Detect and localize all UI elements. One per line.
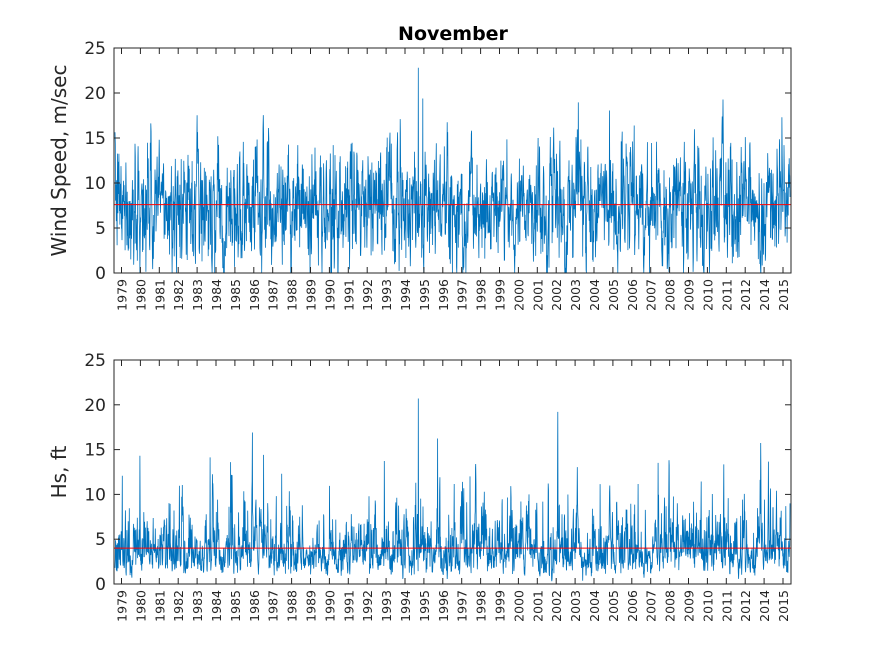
y-tick-label: 10 (84, 174, 106, 194)
x-tick-label: 1989 (304, 590, 319, 622)
wave-height-axes: 0 5 10 15 20 25 1979 1980 1981 1982 1983 1984 1985 19… (47, 351, 792, 622)
x-tick-label: 2009 (682, 279, 697, 311)
x-tick-label: 2002 (549, 590, 564, 622)
x-tick-label: 1994 (398, 590, 413, 622)
x-tick-label: 1989 (304, 279, 319, 311)
x-tick-label: 2014 (757, 279, 772, 311)
y-tick-label: 15 (84, 129, 106, 149)
x-tick-label: 1993 (379, 279, 394, 311)
x-tick-label: 2006 (625, 590, 640, 622)
x-tick-label: 1983 (190, 279, 205, 311)
y-tick-label: 5 (95, 530, 106, 550)
x-tick-label: 2014 (757, 590, 772, 622)
x-tick-label: 2004 (587, 590, 602, 622)
x-tick-label: 2000 (511, 590, 526, 622)
x-tick-label: 2005 (606, 590, 621, 622)
x-tick-label: 2011 (719, 279, 734, 311)
x-tick-label: 2003 (568, 279, 583, 311)
x-tick-label: 2003 (568, 590, 583, 622)
x-tick-label: 1986 (247, 590, 262, 622)
x-tick-label: 2010 (700, 590, 715, 622)
x-tick-label: 1995 (417, 590, 432, 622)
x-tick-label: 1981 (152, 279, 167, 311)
y-tick-label: 25 (84, 351, 106, 371)
y-tick-label: 0 (95, 575, 106, 595)
x-tick-label: 1984 (209, 279, 224, 311)
x-tick-label: 1996 (436, 590, 451, 622)
x-tick-label: 1980 (133, 279, 148, 311)
x-tick-label: 1987 (266, 279, 281, 311)
x-tick-label: 1992 (360, 590, 375, 622)
x-tick-label: 1984 (209, 590, 224, 622)
y-tick-label: 15 (84, 441, 106, 461)
x-tick-label: 2008 (663, 279, 678, 311)
x-tick-label: 1994 (398, 279, 413, 311)
x-tick-label: 2007 (644, 590, 659, 622)
chart-title: November (398, 23, 509, 45)
x-tick-label: 1992 (360, 279, 375, 311)
x-tick-label: 1980 (133, 590, 148, 622)
y-axis-label: Hs, ft (47, 445, 71, 498)
x-tick-label: 2006 (625, 279, 640, 311)
x-tick-label: 2010 (700, 279, 715, 311)
x-tick-label: 2005 (606, 279, 621, 311)
x-tick-label: 1993 (379, 590, 394, 622)
x-tick-label: 1981 (152, 590, 167, 622)
x-tick-label: 1999 (493, 279, 508, 311)
y-tick-label: 5 (95, 219, 106, 239)
x-tick-label: 2004 (587, 279, 602, 311)
x-tick-label: 1996 (436, 279, 451, 311)
x-tick-label: 1995 (417, 279, 432, 311)
x-tick-label: 1988 (285, 279, 300, 311)
x-tick-label: 2008 (663, 590, 678, 622)
x-tick-label: 1983 (190, 590, 205, 622)
x-tick-label: 1985 (228, 590, 243, 622)
y-tick-label: 20 (84, 84, 106, 104)
x-tick-label: 2000 (511, 279, 526, 311)
x-tick-label: 1988 (285, 590, 300, 622)
x-tick-label: 2012 (738, 279, 753, 311)
y-tick-label: 0 (95, 264, 106, 284)
x-tick-label: 1979 (115, 279, 130, 311)
wind-speed-axes: 0 5 10 15 20 25 1979 1980 1981 1982 1983 1984 1985 19… (47, 39, 792, 311)
x-tick-label: 2007 (644, 279, 659, 311)
x-tick-label: 2001 (530, 279, 545, 311)
wind-speed-series-line (114, 67, 791, 274)
x-tick-label: 1991 (341, 590, 356, 622)
x-tick-label: 1982 (171, 279, 186, 311)
x-tick-label: 2015 (776, 279, 791, 311)
x-tick-label: 2011 (719, 590, 734, 622)
x-tick-label: 1997 (455, 590, 470, 622)
x-tick-label: 1987 (266, 590, 281, 622)
x-tick-label: 1990 (322, 279, 337, 311)
x-tick-label: 2001 (530, 590, 545, 622)
x-tick-label: 1979 (115, 590, 130, 622)
y-tick-label: 10 (84, 485, 106, 505)
x-tick-label: 1991 (341, 279, 356, 311)
x-tick-label: 2015 (776, 590, 791, 622)
x-tick-label: 1990 (322, 590, 337, 622)
x-tick-label: 2012 (738, 590, 753, 622)
x-tick-label: 1986 (247, 279, 262, 311)
x-tick-label: 1998 (474, 279, 489, 311)
y-tick-label: 20 (84, 396, 106, 416)
x-tick-label: 1997 (455, 279, 470, 311)
x-tick-label: 1999 (493, 590, 508, 622)
x-tick-label: 1982 (171, 590, 186, 622)
wave-height-series-line (114, 398, 791, 582)
x-tick-label: 1985 (228, 279, 243, 311)
x-tick-label: 2002 (549, 279, 564, 311)
y-axis-label: Wind Speed, m/sec (47, 65, 71, 257)
axes-box (113, 359, 792, 585)
y-tick-label: 25 (84, 39, 106, 59)
axes-box (113, 47, 792, 274)
x-tick-label: 2009 (682, 590, 697, 622)
x-tick-label: 1998 (474, 590, 489, 622)
